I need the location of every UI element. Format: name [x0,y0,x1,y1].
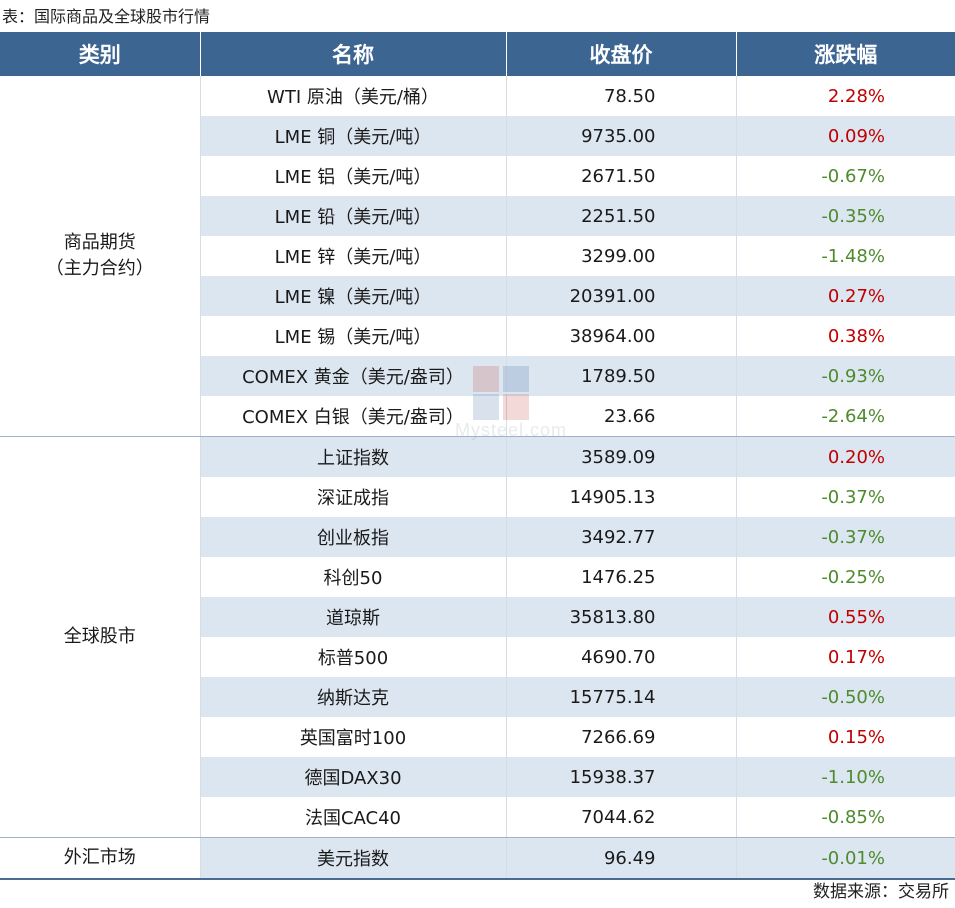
table-row: COMEX 黄金（美元/盎司） 1789.50 -0.93% [0,356,955,396]
table-row: LME 铜（美元/吨） 9735.00 0.09% [0,116,955,156]
row-change: -0.37% [821,486,885,508]
row-name: 上证指数 [200,436,507,477]
row-name: LME 铅（美元/吨） [200,196,507,236]
table-row: LME 镍（美元/吨） 20391.00 0.27% [0,276,955,316]
row-close: 15775.14 [506,677,737,717]
table-row: 外汇市场 美元指数 96.49 -0.01% [0,837,955,880]
category-stocks: 全球股市 [0,436,201,838]
table-row: 全球股市 上证指数 3589.09 0.20% [0,436,955,838]
row-close: 2251.50 [506,196,737,236]
table-row: 道琼斯 35813.80 0.55% [0,597,955,637]
row-change: -1.10% [736,757,955,797]
row-name: LME 铝（美元/吨） [200,156,507,196]
table-row: 英国富时100 7266.69 0.15% [0,717,955,757]
row-name: 美元指数 [200,837,507,880]
header-change: 涨跌幅 [736,32,955,76]
table-row: LME 锡（美元/吨） 38964.00 0.38% [0,316,955,356]
row-close: 7044.62 [506,797,737,838]
table-row: 深证成指 14905.13 -0.37% [0,477,955,517]
row-close: 15938.37 [506,757,737,797]
row-name: 创业板指 [200,517,507,557]
table-row: COMEX 白银（美元/盎司） 23.66 -2.64% [0,396,955,437]
row-change: 0.55% [736,597,955,637]
market-table: 类别 名称 收盘价 涨跌幅 商品期货 （主力合约） WTI 原油（美元/桶） 7… [0,32,955,880]
header-category: 类别 [0,32,201,76]
row-close: 1789.50 [506,356,737,396]
data-source: 数据来源：交易所 [813,882,949,902]
row-name: 德国DAX30 [200,757,507,797]
row-change: -0.85% [736,797,955,838]
row-change: -0.25% [821,566,885,588]
row-name: 法国CAC40 [200,797,507,838]
row-change: -0.50% [736,677,955,717]
row-change: 2.28% [827,85,885,107]
category-commodities-line2: （主力合约） [45,258,154,279]
row-close: 4690.70 [506,637,737,677]
row-close: 78.50 [506,76,737,116]
row-close: 7266.69 [506,717,737,757]
row-name: LME 镍（美元/吨） [200,276,507,316]
row-name: 标普500 [200,637,507,677]
row-name: 道琼斯 [200,597,507,637]
table-row: 纳斯达克 15775.14 -0.50% [0,677,955,717]
header-name: 名称 [200,32,507,76]
table-row: LME 铝（美元/吨） 2671.50 -0.67% [0,156,955,196]
row-change: 0.15% [827,726,885,748]
row-change: 0.38% [827,325,885,347]
row-change: -0.67% [821,165,885,187]
row-change: -0.01% [736,837,955,880]
row-close: 2671.50 [506,156,737,196]
row-close: 23.66 [506,396,737,437]
table-row: 法国CAC40 7044.62 -0.85% [0,797,955,838]
table-row: 商品期货 （主力合约） WTI 原油（美元/桶） 78.50 2.28% [0,76,955,437]
row-change: -0.37% [736,517,955,557]
row-close: 1476.25 [506,557,737,597]
row-close: 3492.77 [506,517,737,557]
table-row: LME 锌（美元/吨） 3299.00 -1.48% [0,236,955,276]
table-caption: 表：国际商品及全球股市行情 [2,7,211,26]
row-name: 纳斯达克 [200,677,507,717]
row-close: 38964.00 [506,316,737,356]
row-name: 深证成指 [200,477,507,517]
table-row: 德国DAX30 15938.37 -1.10% [0,757,955,797]
table-row: 标普500 4690.70 0.17% [0,637,955,677]
row-name: 英国富时100 [200,717,507,757]
row-name: COMEX 白银（美元/盎司） [200,396,507,437]
row-close: 20391.00 [506,276,737,316]
row-change: 0.17% [827,646,885,668]
row-name: LME 铜（美元/吨） [200,116,507,156]
table-row: 创业板指 3492.77 -0.37% [0,517,955,557]
row-change: -2.64% [736,396,955,437]
category-forex: 外汇市场 [0,837,201,880]
row-close: 35813.80 [506,597,737,637]
row-close: 3589.09 [506,436,737,477]
row-close: 96.49 [506,837,737,880]
row-name: WTI 原油（美元/桶） [200,76,507,116]
row-change: 0.09% [736,116,955,156]
row-change: -1.48% [821,245,885,267]
row-change: 0.20% [736,436,955,477]
row-change: 0.27% [736,276,955,316]
row-change: -0.35% [736,196,955,236]
table-row: 科创50 1476.25 -0.25% [0,557,955,597]
row-close: 14905.13 [506,477,737,517]
header-close: 收盘价 [506,32,737,76]
header-row: 类别 名称 收盘价 涨跌幅 [0,32,955,76]
category-commodities-line1: 商品期货 [63,232,136,253]
row-name: COMEX 黄金（美元/盎司） [200,356,507,396]
row-change: -0.93% [736,356,955,396]
table-row: LME 铅（美元/吨） 2251.50 -0.35% [0,196,955,236]
row-close: 3299.00 [506,236,737,276]
row-name: LME 锡（美元/吨） [200,316,507,356]
row-close: 9735.00 [506,116,737,156]
row-name: 科创50 [200,557,507,597]
row-name: LME 锌（美元/吨） [200,236,507,276]
category-commodities: 商品期货 （主力合约） [0,76,201,437]
